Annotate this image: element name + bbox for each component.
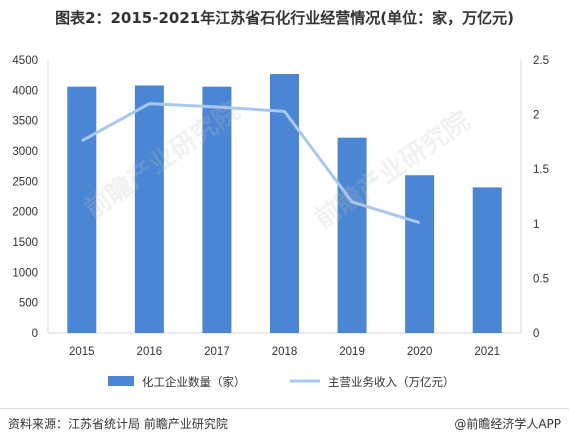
bar-2018	[270, 73, 299, 333]
line-series-revenue	[81, 102, 421, 225]
y-left-tick-label: 1500	[12, 237, 38, 249]
x-tick-label: 2021	[474, 346, 500, 358]
legend-line-label: 主营业务收入（万亿元）	[328, 375, 455, 389]
y-right-tick-label: 0	[533, 328, 539, 340]
y-right-tick-label: 2	[533, 110, 539, 122]
y-left-tick-label: 0	[32, 328, 38, 340]
brand-text: @前瞻经济学人APP	[454, 417, 561, 431]
y-left-tick-label: 2000	[12, 207, 38, 219]
y-left-tick-label: 4000	[12, 85, 38, 97]
x-tick-label: 2019	[339, 346, 365, 358]
bar-2019	[337, 137, 367, 333]
legend-bar-label: 化工企业数量（家）	[142, 375, 246, 389]
chart-title: 图表2：2015-2021年江苏省石化行业经营情况(单位：家，万亿元)	[55, 9, 514, 27]
bar-2017	[202, 86, 232, 334]
x-tick-label: 2017	[204, 346, 230, 358]
y-right-tick-label: 2.5	[533, 55, 549, 67]
y-left-tick-label: 1000	[12, 267, 38, 279]
y-left-tick-label: 4500	[12, 55, 38, 67]
bar-2020	[405, 175, 435, 333]
y-left-tick-label: 3500	[12, 116, 38, 128]
x-tick-label: 2016	[137, 346, 163, 358]
y-right-tick-label: 1.5	[533, 164, 549, 176]
legend-bar-swatch	[108, 376, 134, 386]
bar-2021	[472, 187, 502, 333]
y-left-tick-label: 3000	[12, 146, 38, 158]
y-right-tick-label: 1	[533, 219, 539, 231]
y-right-tick-label: 0.5	[533, 273, 549, 285]
y-left-tick-label: 500	[19, 298, 38, 310]
x-tick-label: 2015	[69, 346, 95, 358]
x-tick-label: 2018	[272, 346, 298, 358]
bar-2016	[134, 85, 164, 333]
chart-canvas: 0 500 1000 1500 2000 2500 3000 3500 4000 4500 0 0.5…	[12, 55, 549, 389]
source-text: 资料来源：江苏省统计局 前瞻产业研究院	[8, 417, 228, 431]
footer: 资料来源：江苏省统计局 前瞻产业研究院 @前瞻经济学人APP	[0, 408, 569, 435]
x-tick-label: 2020	[407, 346, 433, 358]
y-left-tick-label: 2500	[12, 176, 38, 188]
bar-2015	[67, 86, 97, 334]
